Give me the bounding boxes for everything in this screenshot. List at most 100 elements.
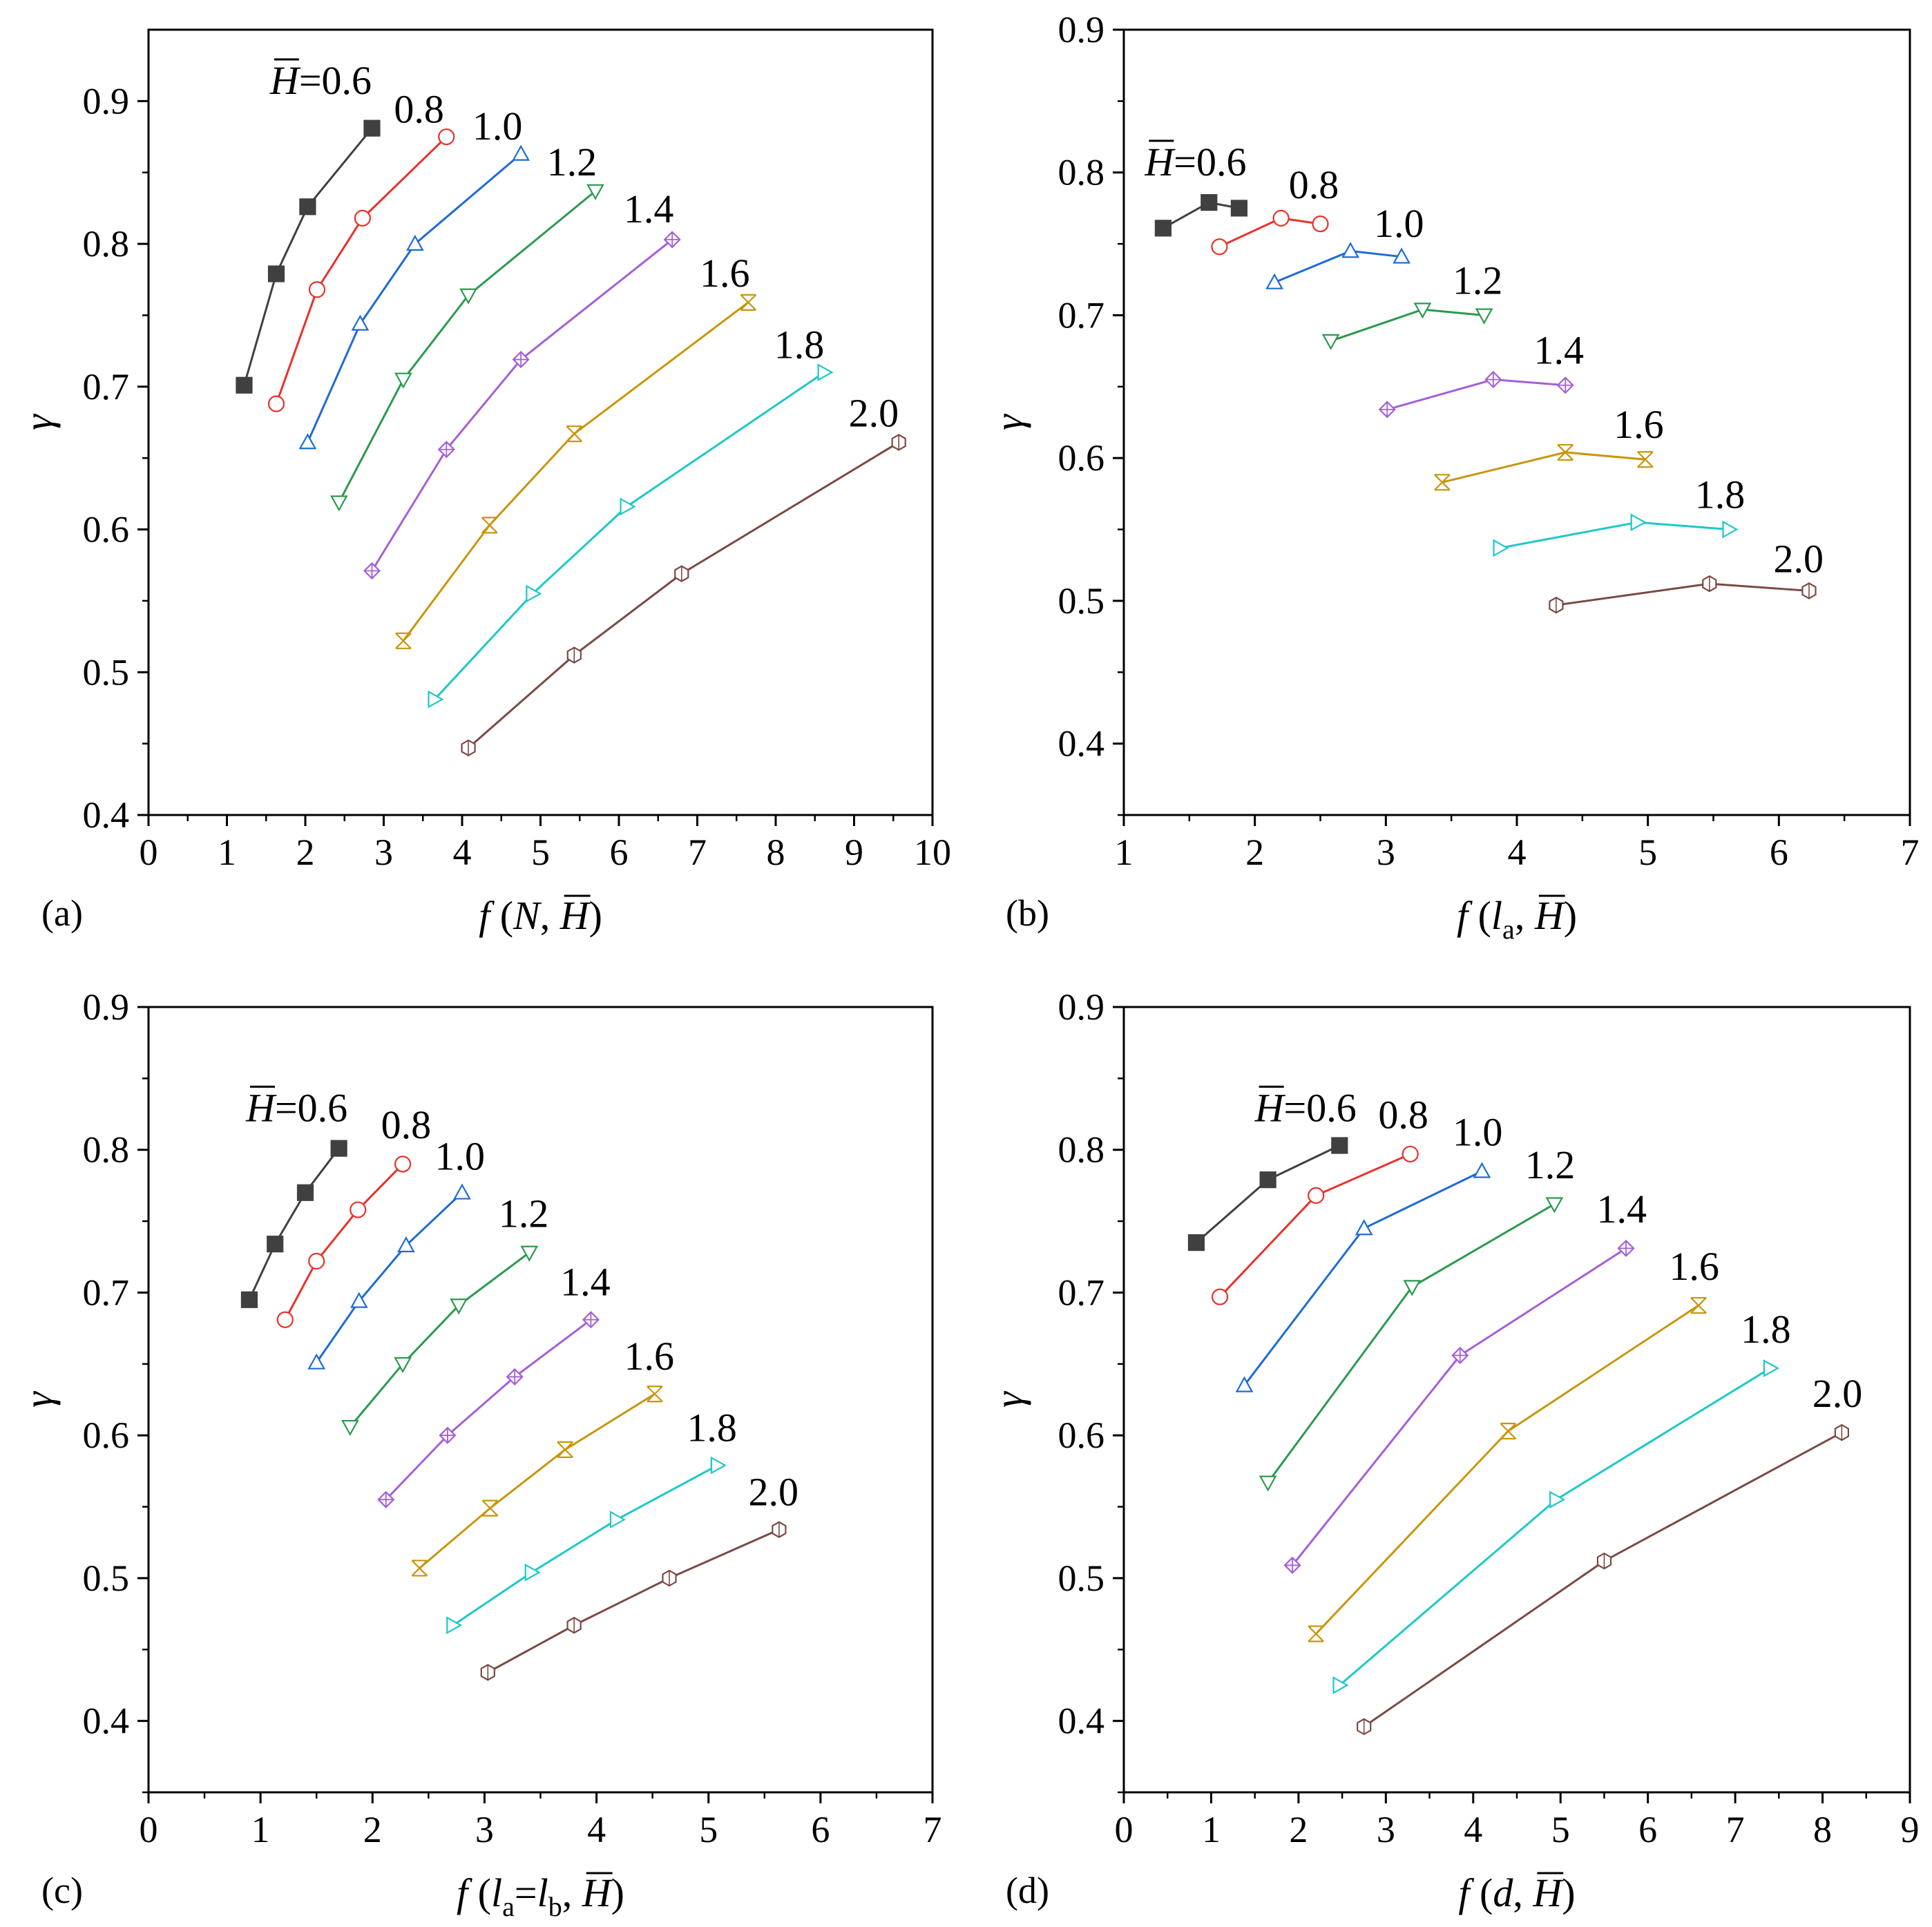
data-point — [566, 646, 582, 664]
data-point — [394, 1156, 412, 1173]
data-point — [394, 1356, 412, 1374]
series-annotation: 1.6 — [624, 1334, 675, 1379]
series-line — [1315, 1304, 1699, 1635]
data-point — [817, 363, 834, 382]
x-tick-label: 1 — [251, 1809, 270, 1850]
data-point — [461, 739, 476, 757]
series-line — [434, 371, 825, 700]
series-line — [1556, 582, 1810, 606]
series-line — [1219, 1153, 1411, 1298]
series-annotation: 1.4 — [1596, 1187, 1647, 1231]
series-annotation: 1.2 — [1525, 1142, 1576, 1187]
series-H-1.2: 1.2 — [1259, 1142, 1576, 1492]
x-axis-label: f (d, H) — [1458, 1870, 1575, 1915]
series-H-1.6: 1.6 — [1308, 1244, 1719, 1642]
series-H-0.8: 0.8 — [1211, 162, 1339, 256]
series-H-0.8: 0.8 — [1211, 1093, 1428, 1305]
data-point — [411, 1560, 428, 1577]
series-line — [371, 238, 673, 572]
series-H-0.8: 0.8 — [276, 1102, 431, 1328]
series-H-1.4: 1.4 — [377, 1260, 611, 1508]
x-tick-label: 1 — [1115, 832, 1134, 873]
series-annotation: 1.0 — [1453, 1110, 1503, 1155]
data-point — [350, 1292, 368, 1308]
series-H-1.6: 1.6 — [1434, 402, 1664, 491]
y-tick-label: 0.7 — [1058, 1272, 1105, 1313]
data-point — [1321, 334, 1340, 350]
data-point — [350, 1201, 367, 1218]
data-point — [354, 209, 371, 227]
series-H-1.8: 1.8 — [1332, 1307, 1791, 1694]
data-point — [1283, 1556, 1301, 1574]
series-line — [385, 1319, 592, 1501]
series-H-1.2: 1.2 — [329, 140, 604, 512]
x-tick-label: 0 — [1115, 1809, 1134, 1850]
series-annotation: 2.0 — [1813, 1371, 1863, 1416]
series-annotation: 1.2 — [499, 1191, 549, 1236]
data-point — [341, 1419, 359, 1437]
data-point — [609, 1511, 627, 1529]
data-point — [1235, 1376, 1254, 1392]
data-point — [1331, 1137, 1348, 1154]
y-axis-label: γ — [16, 413, 61, 430]
y-axis-label: γ — [986, 413, 1031, 430]
data-point — [308, 1252, 325, 1270]
series-H-1.4: 1.4 — [1378, 328, 1584, 419]
series-line — [1291, 1247, 1627, 1566]
data-point — [307, 1353, 326, 1370]
series-annotation: 2.0 — [749, 1469, 799, 1514]
data-point — [772, 1521, 787, 1538]
y-tick-label: 0.5 — [1058, 580, 1105, 622]
data-point — [406, 234, 424, 251]
data-point — [1630, 513, 1647, 532]
data-point — [296, 1184, 314, 1201]
data-point — [267, 1236, 284, 1253]
panel-label: (c) — [41, 1870, 83, 1911]
x-tick-label: 4 — [587, 1809, 606, 1850]
data-point — [1473, 1162, 1491, 1178]
y-tick-label: 0.9 — [83, 986, 130, 1028]
data-point — [481, 1499, 499, 1517]
data-point — [308, 281, 326, 298]
data-point — [236, 376, 253, 394]
series-H-1.6: 1.6 — [395, 251, 757, 649]
series-H-2.0: 2.0 — [480, 1469, 799, 1681]
series-annotation: 2.0 — [1774, 537, 1824, 582]
series-H-2.0: 2.0 — [1357, 1371, 1863, 1736]
series-H-1.0: 1.0 — [1265, 201, 1424, 289]
series-line — [1218, 217, 1321, 248]
data-point — [1402, 1145, 1419, 1163]
data-point — [1484, 370, 1502, 389]
x-tick-label: 3 — [1377, 1809, 1395, 1850]
data-point — [330, 1140, 347, 1157]
panel-label: (b) — [1006, 892, 1049, 934]
data-point — [1617, 1239, 1635, 1257]
data-point — [647, 1386, 663, 1403]
x-tick-label: 6 — [811, 1809, 830, 1850]
data-point — [1308, 1187, 1325, 1204]
data-point — [267, 265, 285, 282]
data-point — [506, 1368, 524, 1386]
x-tick-label: 5 — [1638, 832, 1657, 873]
data-point — [1355, 1219, 1373, 1236]
data-point — [240, 1291, 258, 1308]
h-overbar-symbol: H — [1532, 1870, 1564, 1915]
data-point — [1413, 303, 1432, 319]
data-point — [1557, 443, 1574, 461]
data-point — [377, 1490, 395, 1508]
y-tick-label: 0.8 — [83, 223, 130, 265]
x-tick-label: 4 — [1508, 832, 1527, 873]
series-line — [315, 1191, 463, 1363]
series-H-2.0: 2.0 — [461, 391, 906, 757]
data-point — [1545, 1197, 1564, 1214]
y-axis-label: γ — [16, 1390, 61, 1408]
series-H-0.6: H=0.6 — [1187, 1085, 1357, 1252]
y-tick-label: 0.4 — [83, 794, 130, 836]
series-line — [1363, 1431, 1843, 1728]
data-point — [710, 1456, 727, 1475]
h-overbar-symbol: H — [1534, 893, 1566, 938]
data-point — [1187, 1234, 1205, 1252]
data-point — [1201, 194, 1218, 211]
y-tick-label: 0.6 — [83, 509, 130, 550]
data-point — [1259, 1475, 1277, 1492]
